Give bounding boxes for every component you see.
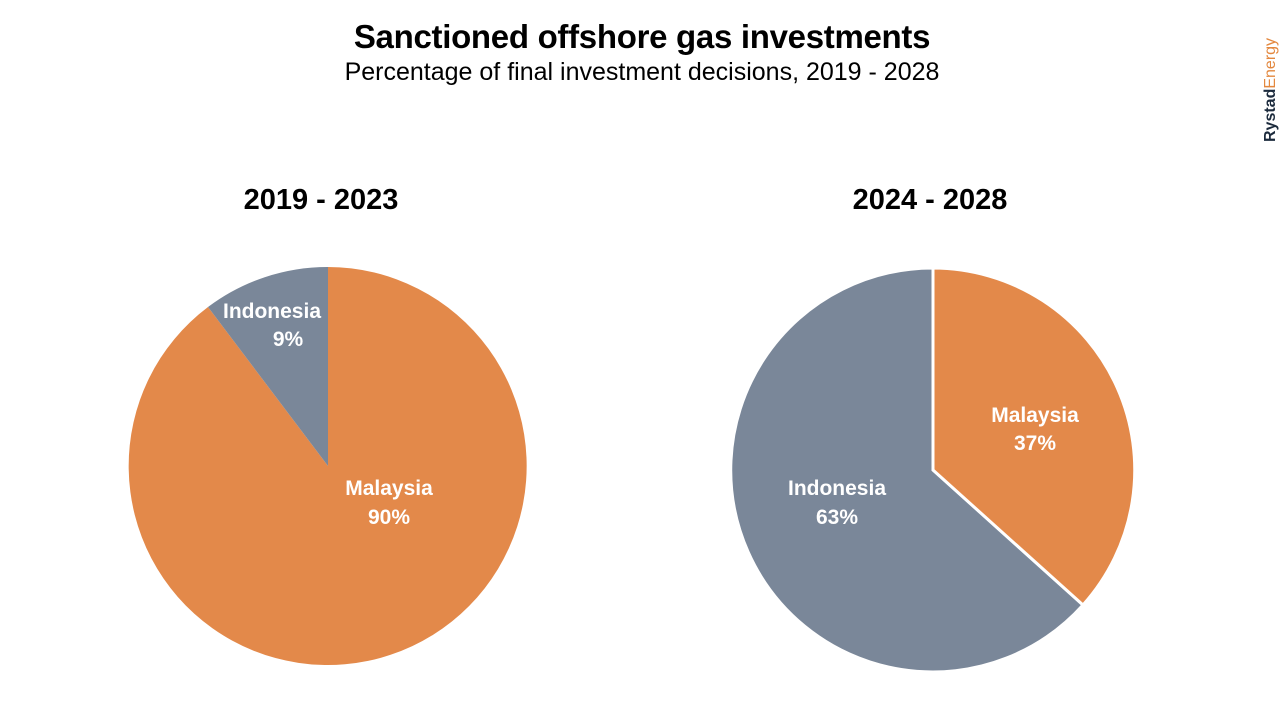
chart-title: Sanctioned offshore gas investments [353, 18, 931, 55]
pie-title-2024-2028: 2024 - 2028 [852, 184, 1008, 216]
slice-malaysia-2024-2028 [931, 266, 1137, 608]
pie-2019-2023: Indonesia 9% Malaysia 90% [128, 266, 527, 665]
label-malaysia-value: 37% [1014, 432, 1056, 455]
label-indonesia-name: Indonesia [223, 300, 321, 323]
label-malaysia-name: Malaysia [991, 404, 1079, 427]
pie-2024-2028: Malaysia 37% Indonesia 63% [729, 266, 1137, 674]
label-indonesia-name: Indonesia [788, 477, 886, 500]
pie-title-2019-2023: 2019 - 2023 [243, 184, 399, 216]
label-indonesia-value: 9% [273, 328, 304, 351]
slice-malaysia-2019-2023 [128, 267, 527, 665]
label-malaysia-value: 90% [368, 506, 410, 529]
label-indonesia-value: 63% [816, 506, 858, 529]
label-malaysia-name: Malaysia [345, 477, 433, 500]
slice-indonesia-2019-2023 [208, 266, 328, 466]
slice-indonesia-2024-2028 [729, 266, 1086, 674]
chart-subtitle: Percentage of final investment decisions… [344, 58, 940, 86]
